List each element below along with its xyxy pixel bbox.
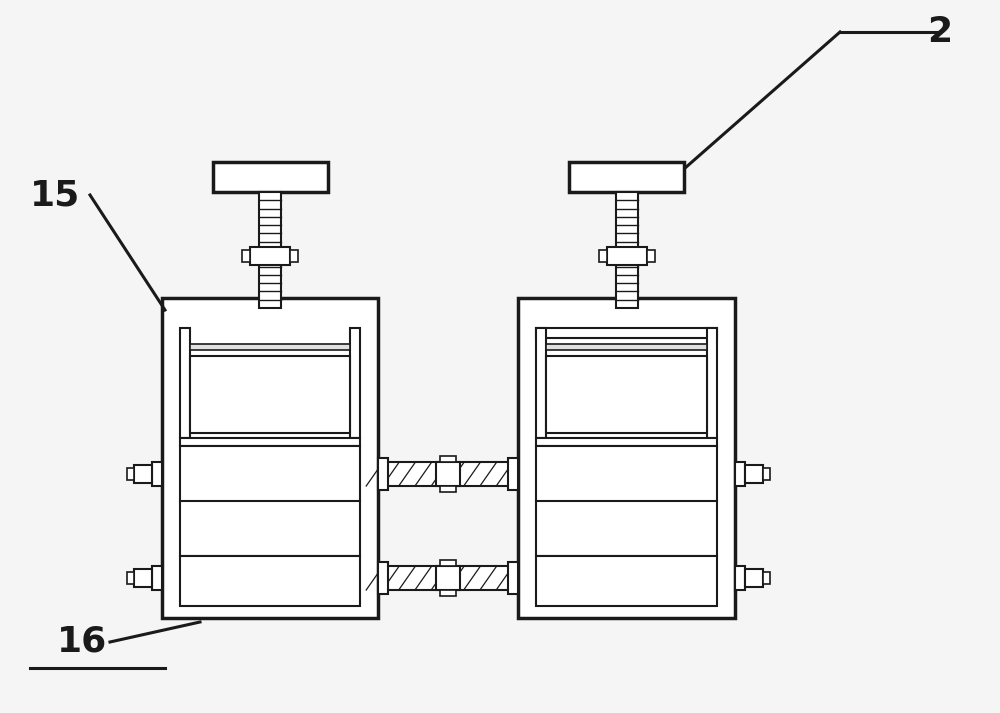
Bar bbox=[440, 456, 456, 462]
Bar bbox=[745, 465, 763, 483]
Bar bbox=[646, 250, 654, 262]
Bar bbox=[436, 462, 460, 486]
Bar bbox=[518, 298, 735, 618]
Bar bbox=[546, 356, 707, 433]
Bar bbox=[508, 562, 518, 594]
Bar bbox=[180, 328, 190, 438]
Bar bbox=[242, 250, 250, 262]
Bar bbox=[250, 247, 290, 265]
Bar bbox=[290, 250, 298, 262]
Bar bbox=[536, 328, 546, 438]
Bar bbox=[536, 446, 717, 556]
Text: 15: 15 bbox=[30, 178, 80, 212]
Bar bbox=[546, 344, 707, 350]
Bar bbox=[127, 468, 134, 480]
Bar bbox=[180, 438, 360, 446]
Bar bbox=[378, 458, 388, 490]
Bar bbox=[569, 162, 684, 192]
Bar bbox=[763, 572, 770, 584]
Bar bbox=[162, 298, 378, 618]
Bar bbox=[440, 590, 456, 596]
Bar bbox=[350, 328, 360, 438]
Bar bbox=[763, 468, 770, 480]
Bar bbox=[190, 356, 350, 433]
Bar bbox=[127, 572, 134, 584]
Bar bbox=[134, 569, 152, 587]
Bar bbox=[440, 486, 456, 492]
Bar bbox=[378, 562, 388, 594]
Bar bbox=[180, 556, 360, 606]
Bar bbox=[745, 569, 763, 587]
Bar bbox=[383, 462, 513, 486]
Bar bbox=[383, 566, 513, 590]
Bar bbox=[606, 247, 646, 265]
Text: 2: 2 bbox=[927, 15, 953, 49]
Bar bbox=[735, 566, 745, 590]
Bar bbox=[436, 566, 460, 590]
Bar bbox=[134, 465, 152, 483]
Bar bbox=[707, 328, 717, 438]
Bar bbox=[152, 566, 162, 590]
Bar bbox=[190, 344, 350, 350]
Text: 16: 16 bbox=[57, 625, 107, 659]
Bar bbox=[152, 462, 162, 486]
Bar bbox=[508, 458, 518, 490]
Bar bbox=[440, 560, 456, 566]
Bar bbox=[536, 328, 717, 338]
Bar bbox=[180, 446, 360, 556]
Bar bbox=[536, 556, 717, 606]
Bar bbox=[259, 192, 281, 308]
Bar bbox=[212, 162, 328, 192]
Bar bbox=[536, 438, 717, 446]
Bar bbox=[598, 250, 606, 262]
Bar bbox=[616, 192, 638, 308]
Bar bbox=[735, 462, 745, 486]
